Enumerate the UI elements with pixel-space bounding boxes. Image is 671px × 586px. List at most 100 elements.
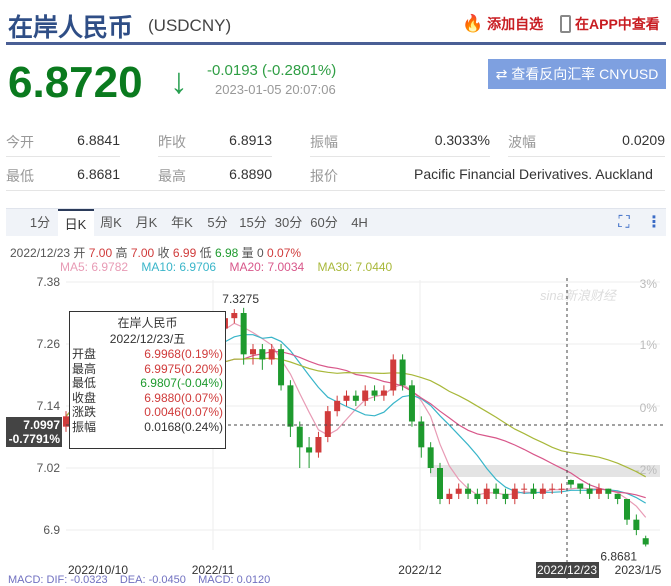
tooltip-label: 开盘 — [72, 347, 97, 361]
tooltip-row: 最低 6.9807(-0.04%) — [72, 376, 223, 391]
stat-label: 昨收 — [158, 134, 186, 150]
tooltip-label: 振幅 — [72, 419, 97, 434]
candle-body — [306, 447, 313, 453]
candle-body — [530, 488, 537, 494]
macd-legend: MACD: DIF: -0.0323 DEA: -0.0450 MACD: 0.… — [8, 574, 271, 586]
x-tick-label: 2023/1/5 — [615, 563, 662, 577]
candle-body — [577, 483, 584, 489]
x-tick-label: 2022/12 — [398, 563, 442, 577]
low-value: 6.98 — [214, 246, 239, 260]
tooltip-row: 涨跌 0.0046(0.07%) — [72, 405, 223, 420]
high-label: 高 — [115, 246, 128, 260]
y-tick-label: 7.26 — [37, 337, 61, 351]
candle-body — [427, 447, 434, 468]
phone-icon — [560, 15, 571, 33]
x-tick-label: 2022/10/10 — [68, 563, 128, 577]
fullscreen-icon[interactable]: ⛶ — [618, 214, 630, 231]
y-tick-label: 7.02 — [37, 461, 61, 475]
candle-body — [483, 488, 490, 499]
open-label: 开 — [73, 246, 86, 260]
tooltip-row: 收盘 6.9880(0.07%) — [72, 391, 223, 406]
candle-body — [399, 359, 406, 386]
page-title: 在岸人民币 — [8, 14, 134, 42]
tab-4[interactable]: 年K — [171, 215, 193, 230]
tooltip-label: 收盘 — [72, 390, 97, 405]
crosshair-price: 7.0997 — [23, 418, 60, 432]
reverse-rate-button[interactable]: ⇄ 查看反向汇率 CNYUSD — [488, 59, 666, 89]
quote-time: 2023-01-05 20:07:06 — [215, 82, 336, 97]
stat-label: 今开 — [6, 134, 34, 150]
watermark: sina新浪财经 — [540, 288, 618, 303]
divider — [6, 190, 665, 191]
more-vertical-icon[interactable]: ⋮ — [646, 214, 662, 231]
down-arrow-icon: ↓ — [170, 60, 188, 101]
divider — [158, 156, 272, 157]
tab-7[interactable]: 30分 — [274, 215, 303, 230]
pct-tick-label: 3% — [640, 277, 658, 291]
candle-body — [605, 488, 612, 494]
open-value: 7.00 — [88, 246, 113, 260]
tooltip-value: 0.0168(0.24%) — [144, 419, 223, 434]
ohlc-summary: 2022/12/23 开 7.00 高 7.00 收 6.99 低 6.98 量… — [10, 244, 301, 261]
max-price-label: 7.3275 — [222, 292, 259, 306]
candle-tooltip: 在岸人民币 2022/12/23/五 开盘 6.9968(0.19%) 最高 6.99… — [69, 311, 226, 449]
y-tick-label: 7.14 — [37, 399, 61, 413]
candle-body — [493, 488, 500, 494]
stat-label: 最低 — [6, 168, 34, 184]
pct-tick-label: 1% — [640, 338, 658, 352]
candle-body — [446, 493, 453, 499]
candle-body — [296, 426, 303, 448]
tooltip-value: 6.9968(0.19%) — [144, 347, 223, 361]
pct-highlight-band — [430, 465, 660, 477]
stat-value: 6.8913 — [229, 132, 272, 148]
volume-label: 量 — [241, 246, 254, 260]
low-label: 低 — [199, 246, 212, 260]
crosshair-pct: -0.7791% — [8, 432, 60, 446]
candle-body — [324, 411, 331, 437]
tooltip-row: 最高 6.9975(0.20%) — [72, 362, 223, 377]
stat-value: Pacific Financial Derivatives. Auckland — [414, 166, 653, 182]
pct-tick-label: -2% — [636, 463, 658, 477]
tab-0[interactable]: 1分 — [29, 215, 51, 230]
crosshair-date-tag — [536, 562, 599, 578]
tab-6[interactable]: 15分 — [239, 215, 267, 230]
y-tick-label: 7.38 — [37, 275, 61, 289]
stat-value: 6.8890 — [229, 166, 272, 182]
fire-icon: 🔥 — [462, 14, 484, 33]
divider — [310, 156, 490, 157]
candle-body — [371, 390, 378, 396]
tooltip-date: 2022/12/23/五 — [109, 332, 186, 346]
crosshair-date: 2022/12/23 — [537, 563, 597, 577]
tab-1[interactable]: 日K — [57, 209, 94, 237]
current-price: 6.8720 — [8, 58, 143, 107]
high-value: 7.00 — [130, 246, 155, 260]
candle-body — [502, 493, 509, 499]
ma10-value: MA10: 6.9706 — [141, 260, 217, 274]
candle-body — [315, 437, 322, 453]
candle-body — [437, 468, 443, 499]
tab-2[interactable]: 周K — [100, 215, 122, 230]
stat-value: 6.8841 — [77, 132, 120, 148]
tab-8[interactable]: 60分 — [310, 215, 338, 230]
candle-body — [352, 395, 359, 401]
candle-body — [558, 488, 565, 490]
tab-9[interactable]: 4H — [351, 215, 368, 230]
candle-body — [633, 519, 640, 530]
candle-body — [511, 488, 518, 499]
candle-body — [549, 488, 556, 490]
candle-body — [408, 385, 415, 422]
tab-5[interactable]: 5分 — [207, 215, 228, 230]
stat-value: 0.0209 — [622, 132, 665, 148]
candle-body — [455, 488, 462, 494]
tooltip-row: 振幅 0.0168(0.24%) — [72, 420, 223, 435]
y-tick-label: 6.9 — [43, 523, 60, 537]
tooltip-value: 0.0046(0.07%) — [144, 405, 223, 419]
view-in-app-button[interactable]: 在APP中查看 — [560, 14, 660, 34]
candle-body — [334, 400, 341, 412]
tab-3[interactable]: 月K — [135, 215, 158, 230]
tooltip-value: 6.9880(0.07%) — [144, 390, 223, 405]
add-watchlist-button[interactable]: 🔥 添加自选 — [462, 14, 543, 34]
candle-body — [418, 421, 425, 448]
ohlc-date: 2022/12/23 — [10, 246, 71, 260]
